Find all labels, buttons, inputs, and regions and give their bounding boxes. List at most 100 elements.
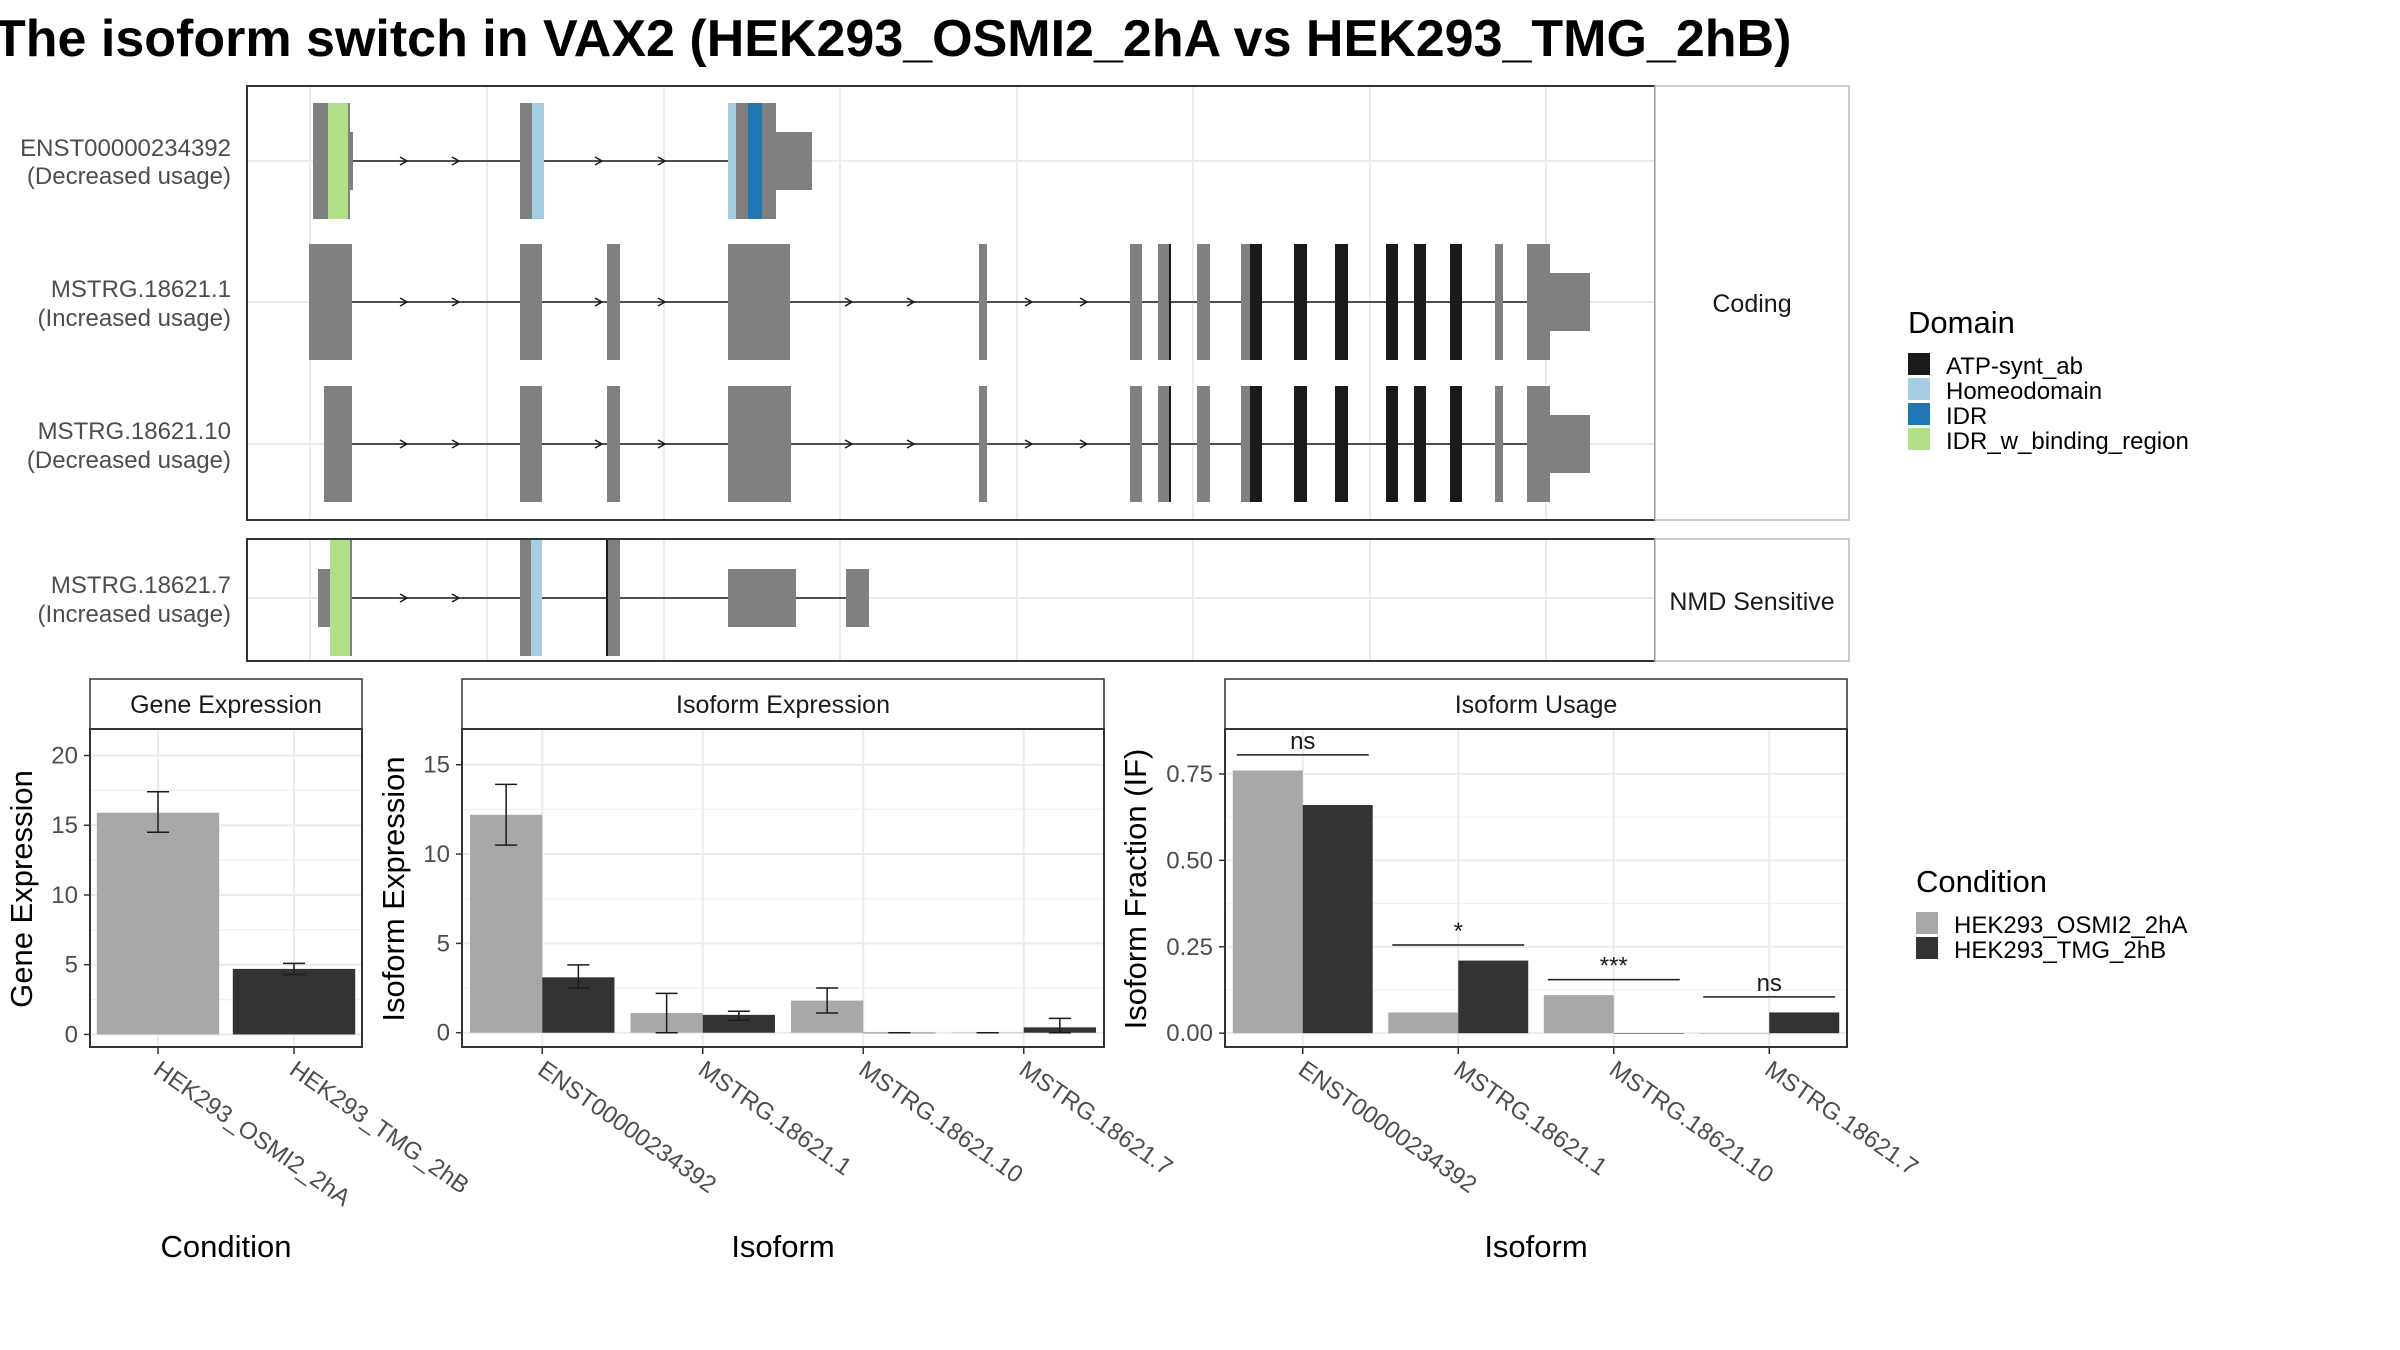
strand-arrow xyxy=(451,156,461,166)
legend-label-homeodomain: Homeodomain xyxy=(1946,378,2102,405)
strand-arrow xyxy=(399,593,409,603)
bar xyxy=(1458,960,1529,1034)
utr-exon xyxy=(846,569,869,627)
y-tick-label: 0.75 xyxy=(1166,761,1213,788)
coding-exon xyxy=(1158,244,1170,360)
significance-label: * xyxy=(1454,918,1463,945)
coding-exon xyxy=(607,540,620,656)
legend-key-idr xyxy=(1908,403,1930,425)
legend-label-cond1: HEK293_OSMI2_2hA xyxy=(1954,912,2187,939)
bar xyxy=(1769,1012,1840,1034)
x-tick-label: MSTRG.18621.1 xyxy=(1449,1056,1612,1181)
domain-homeodomain xyxy=(531,540,542,656)
coding-exon xyxy=(1130,386,1142,502)
condition-legend: Condition HEK293_OSMI2_2hA HEK293_TMG_2h… xyxy=(1916,864,2187,964)
strand-arrow xyxy=(451,297,461,307)
coding-exon xyxy=(728,244,790,360)
bar xyxy=(232,968,356,1035)
legend-key-cond2 xyxy=(1916,937,1938,959)
bar xyxy=(1699,1033,1770,1034)
strand-arrow xyxy=(657,439,667,449)
y-tick-label: 0.50 xyxy=(1166,847,1213,874)
bar xyxy=(1302,805,1373,1034)
transcript-structure xyxy=(318,540,869,656)
bar xyxy=(96,812,220,1035)
significance-label: *** xyxy=(1600,953,1628,980)
gene-expression-strip xyxy=(89,678,363,730)
coding-exon xyxy=(1158,386,1170,502)
domain-atp-synt-ab xyxy=(1335,244,1348,360)
strand-arrow xyxy=(844,297,854,307)
significance-label: ns xyxy=(1757,970,1782,997)
coding-exon xyxy=(1527,244,1550,360)
coding-exon xyxy=(324,386,352,502)
isoform-expression-strip-title: Isoform Expression xyxy=(676,691,890,719)
strand-arrow xyxy=(451,439,461,449)
domain-atp-synt-ab xyxy=(1450,386,1462,502)
transcript-usage-mstrg-18621-10: (Decreased usage) xyxy=(27,447,231,474)
legend-key-idr-w-binding-region xyxy=(1908,428,1930,450)
domain-atp-synt-ab xyxy=(1414,244,1426,360)
domain-atp-synt-ab xyxy=(1294,244,1307,360)
transcript-structure xyxy=(309,244,1590,360)
isoform-usage-xlabel: Isoform xyxy=(1484,1229,1587,1264)
utr-exon xyxy=(1550,415,1590,473)
domain-atp-synt-ab xyxy=(1414,386,1426,502)
legend-label-idr-w-binding-region: IDR_w_binding_region xyxy=(1946,428,2189,455)
x-tick-label: MSTRG.18621.7 xyxy=(1014,1056,1177,1181)
strand-arrow xyxy=(594,439,604,449)
domain-atp-synt-ab xyxy=(1450,244,1462,360)
plot-border xyxy=(89,728,363,1048)
legend-key-cond1 xyxy=(1916,912,1938,934)
isoform-expression-ylabel: Isoform Expression xyxy=(376,756,411,1021)
strand-arrow xyxy=(1079,297,1089,307)
gene-expression-strip-title: Gene Expression xyxy=(130,691,322,719)
strand-arrow xyxy=(399,297,409,307)
coding-exon xyxy=(309,244,352,360)
utr-exon xyxy=(1550,273,1590,331)
domain-legend-title: Domain xyxy=(1908,305,2015,340)
domain-atp-synt-ab xyxy=(1386,386,1398,502)
nmd-strip xyxy=(1654,538,1850,662)
coding-exon xyxy=(1527,386,1550,502)
strand-arrow xyxy=(594,297,604,307)
isoform-usage-strip-title: Isoform Usage xyxy=(1455,691,1618,719)
isoform-expression-chart: Isoform Expression 051015ENST00000234392… xyxy=(376,678,1177,1264)
strand-arrow xyxy=(399,439,409,449)
y-tick-label: 10 xyxy=(423,841,450,868)
y-tick-label: 5 xyxy=(65,952,78,979)
domain-atp-synt-ab xyxy=(1386,244,1398,360)
transcript-structure-panel: Coding ENST00000234392 (Decreased usage)… xyxy=(20,85,1850,662)
transcript-label-mstrg-18621-7: MSTRG.18621.7 xyxy=(51,572,231,599)
strand-arrow xyxy=(1079,439,1089,449)
coding-exon xyxy=(1495,386,1503,502)
domain-legend: Domain ATP-synt_ab Homeodomain IDR IDR_w… xyxy=(1908,305,2189,455)
bar xyxy=(1543,995,1614,1034)
y-tick-label: 0.25 xyxy=(1166,934,1213,961)
legend-label-idr: IDR xyxy=(1946,403,1987,430)
domain-homeodomain xyxy=(532,103,544,219)
coding-exon xyxy=(1197,244,1210,360)
coding-exon xyxy=(979,244,987,360)
legend-key-atp-synt-ab xyxy=(1908,353,1930,375)
coding-exon xyxy=(1197,386,1210,502)
coding-exon xyxy=(607,386,620,502)
x-tick-label: MSTRG.18621.10 xyxy=(1604,1056,1778,1189)
plot-border xyxy=(461,728,1105,1048)
y-tick-label: 20 xyxy=(51,743,78,770)
y-tick-label: 0.00 xyxy=(1166,1020,1213,1047)
y-tick-label: 10 xyxy=(51,882,78,909)
nmd-strip-label: NMD Sensitive xyxy=(1669,588,1834,616)
condition-legend-title: Condition xyxy=(1916,864,2047,899)
strand-arrow xyxy=(906,439,916,449)
strand-arrow xyxy=(906,297,916,307)
x-tick-label: MSTRG.18621.10 xyxy=(854,1056,1028,1189)
bar xyxy=(702,1014,775,1033)
strand-arrow xyxy=(844,439,854,449)
legend-label-cond2: HEK293_TMG_2hB xyxy=(1954,937,2166,964)
transcript-label-enst00000234392: ENST00000234392 xyxy=(20,135,231,162)
domain-atp-synt-ab xyxy=(1250,386,1262,502)
utr-exon xyxy=(350,132,353,190)
isoform-usage-chart: Isoform Usage 0.000.250.500.75ns****nsEN… xyxy=(1118,678,1923,1264)
bar xyxy=(1388,1012,1459,1034)
